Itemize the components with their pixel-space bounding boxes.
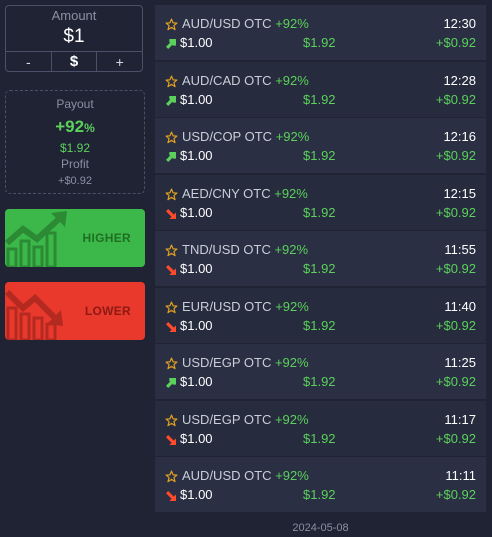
trade-row[interactable]: EUR/USD OTC +92% 11:40 $1.00 $1.92 +$0.92 bbox=[155, 288, 486, 343]
trade-investment: $1.00 bbox=[180, 92, 213, 107]
increase-amount-button[interactable]: + bbox=[96, 52, 142, 71]
trade-profit: +$0.92 bbox=[435, 35, 476, 50]
arrow-up-right-icon bbox=[166, 96, 176, 106]
arrow-up-right-icon bbox=[166, 39, 176, 49]
trade-row[interactable]: AED/CNY OTC +92% 12:15 $1.00 $1.92 +$0.92 bbox=[155, 175, 486, 230]
payout-box: Payout +92% $1.92 Profit +$0.92 bbox=[5, 90, 145, 194]
favorite-star-icon[interactable] bbox=[165, 244, 178, 257]
amount-box: Amount $1 - $ + bbox=[5, 5, 143, 72]
trade-payout: $1.92 bbox=[303, 487, 336, 502]
trade-row[interactable]: AUD/USD OTC +92% 12:30 $1.00 $1.92 +$0.92 bbox=[155, 5, 486, 60]
amount-controls: - $ + bbox=[6, 51, 142, 71]
asset-pair: AUD/CAD OTC +92% bbox=[182, 73, 309, 88]
arrow-down-right-icon bbox=[166, 435, 176, 445]
asset-pair: TND/USD OTC +92% bbox=[182, 242, 309, 257]
lower-button[interactable]: LOWER bbox=[5, 282, 145, 340]
trade-investment: $1.00 bbox=[180, 318, 213, 333]
arrow-down-right-icon bbox=[166, 491, 176, 501]
favorite-star-icon[interactable] bbox=[165, 18, 178, 31]
trade-investment: $1.00 bbox=[180, 205, 213, 220]
trade-profit: +$0.92 bbox=[435, 148, 476, 163]
asset-pair: EUR/USD OTC +92% bbox=[182, 299, 309, 314]
trade-profit: +$0.92 bbox=[435, 487, 476, 502]
trade-row[interactable]: USD/EGP OTC +92% 11:17 $1.00 $1.92 +$0.92 bbox=[155, 401, 486, 456]
asset-pair: USD/COP OTC +92% bbox=[182, 129, 310, 144]
amount-value[interactable]: $1 bbox=[63, 26, 85, 47]
trade-investment: $1.00 bbox=[180, 487, 213, 502]
arrow-up-right-icon bbox=[166, 378, 176, 388]
trade-profit: +$0.92 bbox=[435, 374, 476, 389]
favorite-star-icon[interactable] bbox=[165, 470, 178, 483]
higher-label: HIGHER bbox=[82, 231, 131, 245]
trade-profit: +$0.92 bbox=[435, 261, 476, 276]
trade-payout: $1.92 bbox=[303, 148, 336, 163]
asset-pair: AUD/USD OTC +92% bbox=[182, 16, 309, 31]
higher-button[interactable]: HIGHER bbox=[5, 209, 145, 267]
trade-time: 12:30 bbox=[443, 16, 476, 31]
favorite-star-icon[interactable] bbox=[165, 75, 178, 88]
asset-pair: AUD/USD OTC +92% bbox=[182, 468, 309, 483]
payout-label: Payout bbox=[56, 97, 94, 111]
asset-pair: AED/CNY OTC +92% bbox=[182, 186, 308, 201]
date-label: 2024-05-08 bbox=[292, 522, 349, 534]
amount-label: Amount bbox=[51, 8, 97, 23]
favorite-star-icon[interactable] bbox=[165, 357, 178, 370]
trade-row[interactable]: AUD/USD OTC +92% 11:11 $1.00 $1.92 +$0.92 bbox=[155, 457, 486, 512]
trade-investment: $1.00 bbox=[180, 431, 213, 446]
profit-value: +$0.92 bbox=[58, 175, 92, 187]
trade-time: 12:28 bbox=[443, 73, 476, 88]
trade-time: 12:16 bbox=[443, 129, 476, 144]
payout-percent: +92% bbox=[55, 117, 95, 136]
trade-row[interactable]: AUD/CAD OTC +92% 12:28 $1.00 $1.92 +$0.92 bbox=[155, 62, 486, 117]
trade-time: 11:40 bbox=[444, 299, 476, 314]
trade-profit: +$0.92 bbox=[435, 431, 476, 446]
decrease-amount-button[interactable]: - bbox=[26, 53, 31, 70]
trade-investment: $1.00 bbox=[180, 148, 213, 163]
trade-payout: $1.92 bbox=[303, 205, 336, 220]
arrow-down-right-icon bbox=[166, 265, 176, 275]
trade-time: 11:55 bbox=[444, 242, 476, 257]
trade-payout: $1.92 bbox=[303, 318, 336, 333]
lower-label: LOWER bbox=[84, 304, 131, 318]
payout-amount: $1.92 bbox=[59, 141, 91, 155]
arrow-down-right-icon bbox=[166, 322, 176, 332]
trade-payout: $1.92 bbox=[303, 261, 336, 276]
asset-pair: USD/EGP OTC +92% bbox=[182, 412, 309, 427]
profit-label: Profit bbox=[60, 157, 89, 171]
trade-payout: $1.92 bbox=[303, 374, 336, 389]
favorite-star-icon[interactable] bbox=[165, 188, 178, 201]
trade-profit: +$0.92 bbox=[435, 318, 476, 333]
trade-time: 11:25 bbox=[444, 355, 476, 370]
arrow-up-right-icon bbox=[166, 152, 176, 162]
trade-investment: $1.00 bbox=[180, 35, 213, 50]
favorite-star-icon[interactable] bbox=[165, 414, 178, 427]
trade-payout: $1.92 bbox=[303, 35, 336, 50]
trade-row[interactable]: USD/COP OTC +92% 12:16 $1.00 $1.92 +$0.92 bbox=[155, 118, 486, 173]
trade-investment: $1.00 bbox=[180, 261, 213, 276]
trade-profit: +$0.92 bbox=[435, 92, 476, 107]
trade-payout: $1.92 bbox=[303, 431, 336, 446]
favorite-star-icon[interactable] bbox=[165, 131, 178, 144]
trade-row[interactable]: TND/USD OTC +92% 11:55 $1.00 $1.92 +$0.92 bbox=[155, 231, 486, 286]
trade-investment: $1.00 bbox=[180, 374, 213, 389]
chart-up-icon bbox=[5, 211, 67, 267]
favorite-star-icon[interactable] bbox=[165, 301, 178, 314]
trade-payout: $1.92 bbox=[303, 92, 336, 107]
trade-profit: +$0.92 bbox=[435, 205, 476, 220]
arrow-down-right-icon bbox=[166, 209, 176, 219]
trade-row[interactable]: USD/EGP OTC +92% 11:25 $1.00 $1.92 +$0.92 bbox=[155, 344, 486, 399]
trade-time: 12:15 bbox=[443, 186, 476, 201]
trade-time: 11:11 bbox=[445, 468, 476, 483]
currency-button[interactable]: $ bbox=[50, 52, 97, 71]
chart-down-icon bbox=[5, 289, 63, 340]
trade-time: 11:17 bbox=[444, 412, 476, 427]
asset-pair: USD/EGP OTC +92% bbox=[182, 355, 309, 370]
